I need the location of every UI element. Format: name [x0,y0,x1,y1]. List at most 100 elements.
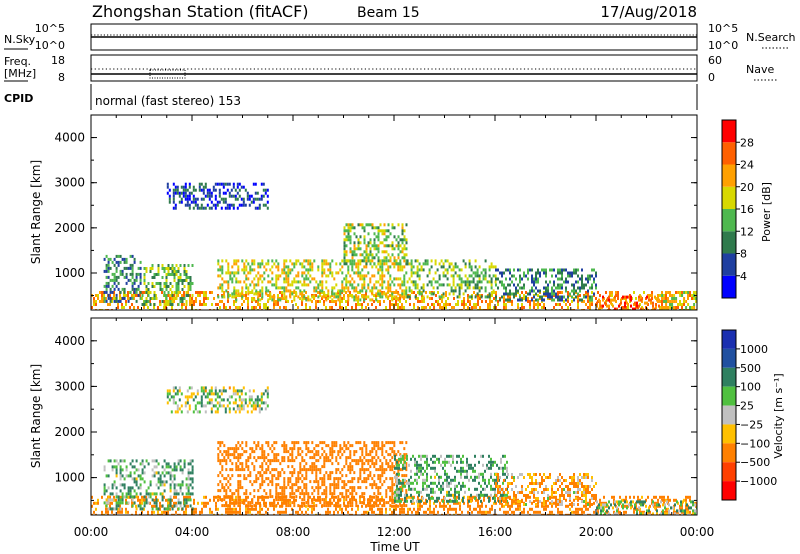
velocity-cell [204,386,207,390]
power-cell [581,268,583,272]
power-cell [671,294,674,297]
velocity-cell [283,489,286,493]
power-cell [125,272,128,276]
velocity-cell [179,489,182,493]
velocity-cell [487,510,489,514]
power-cell [343,286,346,290]
velocity-cell [241,447,244,451]
power-cell [311,265,314,269]
power-cell [387,291,389,294]
power-cell [665,291,667,294]
velocity-cell [297,510,299,514]
power-cell [411,291,413,294]
velocity-cell [425,510,427,514]
power-cell [565,289,567,293]
power-cell [555,292,557,296]
power-cell [359,247,362,251]
power-cell [630,304,632,308]
velocity-cell [159,513,161,515]
velocity-cell [240,404,243,408]
velocity-cell [169,507,171,511]
power-cell [420,292,423,296]
power-cell [617,291,619,294]
power-cell [125,281,128,285]
power-cell [115,269,118,273]
power-cell [167,264,170,267]
velocity-cell [155,507,158,511]
power-cell [267,298,270,302]
velocity-cell [291,441,294,445]
velocity-cell [665,510,667,514]
power-cell [617,294,619,297]
power-cell [309,306,311,309]
velocity-cell [517,504,519,508]
power-cell [245,283,248,287]
power-cell [478,280,481,284]
velocity-cell [557,510,559,514]
power-cell [391,294,393,297]
power-cell [638,304,640,308]
power-cell [357,265,360,269]
velocity-cell [181,507,184,511]
power-cell [367,244,370,248]
power-cell [547,295,549,299]
power-cell [573,286,575,290]
velocity-cell [329,501,332,505]
velocity-cell [196,389,199,393]
velocity-cell [178,389,181,393]
power-cell [259,289,262,293]
power-cell [335,292,338,296]
power-cell [177,285,180,288]
velocity-cell [93,510,95,514]
power-cell [163,267,166,270]
velocity-cell [135,480,138,484]
velocity-cell [169,495,172,499]
power-cell [135,272,138,276]
power-cell [259,294,261,297]
velocity-cell [325,495,328,499]
velocity-cell [267,477,270,481]
power-cell [630,298,632,302]
velocity-cell [439,501,441,505]
power-cell [647,294,649,297]
power-cell [638,295,640,299]
power-cell [123,257,126,261]
power-cell [287,300,289,303]
power-cell [301,283,304,287]
power-cell [301,295,304,299]
velocity-cell [213,495,215,499]
power-cell [176,188,179,192]
velocity-cell [119,474,122,478]
power-colorbar-label: Power [dB] [760,182,773,242]
power-cell [490,280,493,284]
power-cell [573,289,575,293]
velocity-cell [248,401,251,405]
power-cell [173,297,175,300]
power-cell [417,297,419,300]
velocity-cell [293,447,296,451]
velocity-cell [323,465,326,469]
power-cell [205,303,207,306]
power-cell [323,271,326,275]
velocity-cell [453,513,455,515]
velocity-cell [259,456,262,460]
velocity-cell [172,395,175,399]
power-cell [247,300,249,303]
power-cell [505,277,507,281]
power-cell [447,303,449,306]
velocity-cell [613,510,615,514]
velocity-cell [513,513,515,515]
power-cell [466,277,469,281]
power-cell [256,197,259,201]
velocity-cell [111,465,114,469]
power-cell [377,244,380,248]
power-cell [399,268,402,272]
power-cell [204,182,207,186]
velocity-cell [214,410,217,414]
velocity-cell [297,441,300,445]
power-cell [131,303,133,306]
velocity-cell [231,495,234,499]
velocity-cell [261,483,264,487]
velocity-cell [259,474,262,478]
power-cell [261,280,264,284]
